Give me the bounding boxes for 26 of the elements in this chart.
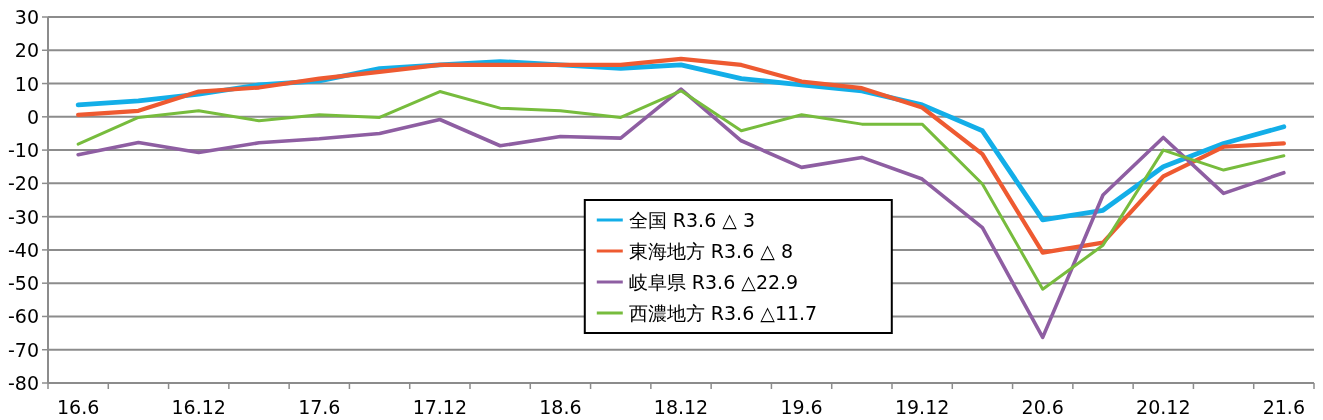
x-tick-label: 18.12 — [653, 396, 709, 418]
x-tick-label: 19.12 — [894, 396, 950, 418]
x-tick-label: 19.6 — [780, 396, 823, 418]
y-tick-label: 30 — [14, 6, 39, 28]
y-tick-label: -50 — [7, 272, 39, 295]
y-tick-label: -10 — [7, 139, 39, 162]
legend-label: 東海地方 R3.6 △ 8 — [628, 240, 794, 262]
y-tick-label: 20 — [14, 39, 39, 62]
y-tick-label: -40 — [7, 238, 39, 261]
legend-label: 岐阜県 R3.6 △22.9 — [628, 271, 799, 293]
y-tick-label: 10 — [14, 72, 39, 95]
y-tick-label: 0 — [26, 105, 39, 128]
y-tick-label: -30 — [7, 205, 39, 228]
x-tick-label: 17.12 — [412, 396, 468, 418]
x-tick-label: 17.6 — [298, 396, 341, 418]
y-tick-label: -70 — [7, 338, 39, 361]
y-tick-label: -80 — [7, 372, 39, 394]
x-tick-label: 20.6 — [1021, 396, 1064, 418]
x-tick-label: 16.12 — [171, 396, 226, 418]
y-tick-label: -20 — [7, 172, 39, 195]
legend-label: 全国 R3.6 △ 3 — [628, 209, 756, 231]
x-tick-label: 18.6 — [539, 396, 582, 418]
x-tick-label: 21.6 — [1262, 396, 1306, 418]
x-tick-label: 20.12 — [1136, 396, 1191, 418]
y-tick-label: -60 — [7, 305, 39, 328]
x-tick-label: 16.6 — [56, 396, 100, 418]
